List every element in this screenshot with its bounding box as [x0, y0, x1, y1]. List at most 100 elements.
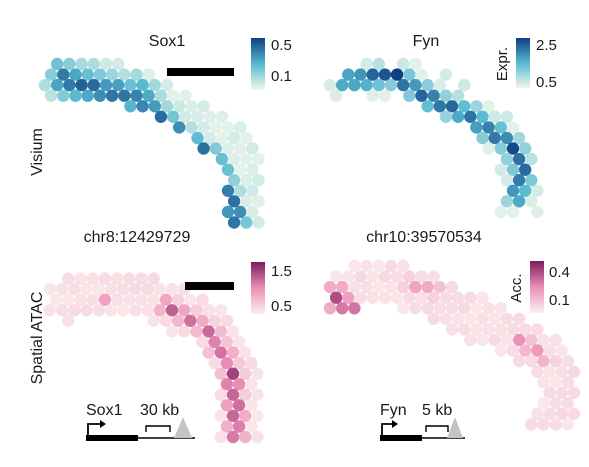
tissue-spot: [360, 57, 373, 71]
tissue-spot: [427, 270, 440, 283]
colorbar-sox1-max: 0.5: [271, 37, 292, 54]
tissue-spot: [470, 302, 483, 315]
tissue-spot: [118, 68, 131, 81]
tissue-spot: [227, 174, 241, 187]
tissue-spot: [525, 152, 538, 166]
tissue-spot: [555, 365, 568, 378]
tissue-spot: [220, 314, 234, 327]
tissue-spot: [171, 314, 185, 327]
tissue-spot: [549, 376, 562, 389]
tissue-spot: [44, 89, 58, 102]
gene-track-sox1-peak: [174, 417, 192, 438]
tissue-spot: [185, 121, 198, 134]
tissue-spot: [135, 272, 148, 285]
colorbar-chr8: [251, 262, 265, 314]
tissue-spot: [372, 280, 385, 294]
tissue-spot: [232, 356, 246, 370]
tissue-spot: [160, 100, 174, 113]
tissue-spot: [561, 397, 575, 410]
tissue-spot: [519, 344, 532, 357]
tissue-spot: [378, 89, 392, 102]
tissue-spot: [543, 386, 556, 399]
gene-track-fyn-peak: [447, 417, 463, 438]
tissue-spot: [240, 152, 253, 166]
tissue-spot: [214, 430, 227, 444]
tissue-spot: [203, 131, 216, 145]
tissue-spot: [93, 68, 107, 81]
tissue-spot: [537, 376, 550, 389]
tissue-spot: [239, 367, 252, 380]
tissue-spot: [86, 293, 99, 306]
tissue-spot: [445, 280, 459, 294]
tissue-spot: [191, 110, 204, 124]
tissue-spot: [482, 302, 495, 315]
tissue-spot: [537, 333, 550, 347]
colorbar-sox1: [251, 38, 265, 90]
tissue-spot: [136, 100, 149, 113]
tissue-spot: [75, 78, 88, 92]
tissue-spot: [494, 344, 507, 357]
tissue-spot: [240, 216, 253, 229]
tissue-spot: [384, 78, 398, 92]
tissue-spot: [43, 304, 57, 317]
gene-track-sox1: Sox1 30 kb: [86, 402, 195, 441]
tissue-spot: [397, 280, 410, 294]
tissue-spot: [251, 430, 264, 444]
tissue-spot: [81, 89, 94, 102]
tissue-spot: [173, 100, 186, 113]
tissue-spot: [390, 270, 404, 283]
tissue-spot: [403, 270, 416, 283]
tissue-spot: [439, 89, 453, 102]
tissue-spot: [147, 314, 160, 327]
tissue-spot: [178, 325, 191, 338]
tissue-spot: [234, 184, 247, 197]
tissue-spot: [104, 304, 118, 317]
tissue-spot: [348, 280, 361, 294]
tissue-spot: [525, 418, 538, 431]
gene-track-sox1-name: Sox1: [86, 402, 123, 419]
tissue-spot: [227, 216, 241, 229]
tissue-spot: [220, 399, 234, 412]
tissue-spot: [354, 291, 367, 304]
tissue-spot: [531, 365, 544, 378]
tissue-spot: [117, 304, 130, 317]
title-chr10: chr10:39570534: [366, 229, 482, 246]
colorbar-sox1-min: 0.1: [271, 68, 292, 85]
colorbar-chr8-min: 0.5: [271, 298, 292, 315]
tissue-spot: [214, 409, 227, 423]
tissue-spot: [215, 110, 229, 124]
tissue-spot: [202, 346, 215, 359]
tissue-spot: [390, 291, 404, 304]
tissue-spot: [506, 121, 520, 134]
tissue-spot: [366, 291, 379, 304]
tissue-spot: [179, 89, 192, 102]
tissue-spot: [506, 205, 520, 219]
tissue-spot: [506, 142, 520, 155]
tissue-spot: [112, 78, 125, 92]
tissue-spot: [38, 78, 52, 92]
tissue-spot: [555, 407, 568, 421]
tissue-spot: [246, 142, 259, 155]
tissue-spot: [239, 430, 252, 444]
tissue-spot: [445, 302, 459, 315]
tissue-spot: [494, 302, 507, 315]
tissue-spot: [159, 293, 173, 306]
tissue-spot: [500, 174, 514, 187]
tissue-spot: [197, 142, 210, 155]
tissue-spot: [500, 110, 514, 124]
tissue-spot: [87, 78, 101, 92]
tissue-spot: [92, 282, 106, 296]
tissue-spot: [165, 325, 179, 338]
tissue-spot: [99, 78, 113, 92]
tissue-spot: [366, 270, 379, 283]
tissue-spot: [63, 78, 76, 92]
tissue-spot: [208, 356, 221, 370]
tissue-spot: [209, 121, 222, 134]
tissue-spot: [93, 89, 107, 102]
tissue-spot: [234, 205, 247, 219]
tissue-spot: [531, 344, 544, 357]
tissue-spot: [92, 304, 106, 317]
tissue-spot: [525, 195, 538, 208]
tissue-spot: [342, 270, 355, 283]
